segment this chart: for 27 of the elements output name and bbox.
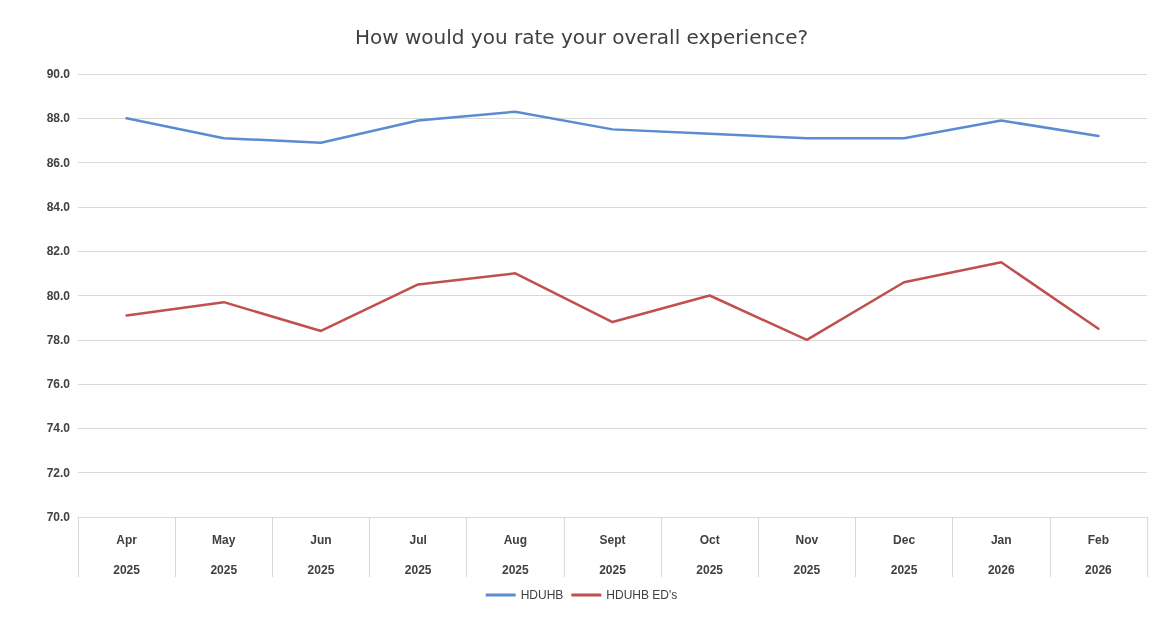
category-label: Aug 2025	[501, 533, 529, 577]
y-tick-label: 72.0	[46, 465, 71, 480]
category-label: Nov 2025	[793, 533, 821, 577]
category-label: Jan 2026	[987, 533, 1015, 577]
y-tick-label: 78.0	[46, 332, 71, 347]
category-label: Feb 2026	[1085, 533, 1112, 577]
y-tick-label: 84.0	[46, 199, 71, 214]
category-label: Sept 2025	[599, 533, 626, 577]
legend-label: HDUHB ED's	[606, 588, 678, 602]
category-label: Dec 2025	[890, 533, 918, 577]
y-tick-label: 76.0	[46, 377, 71, 392]
y-tick-label: 70.0	[46, 510, 71, 524]
legend-label: HDUHB	[520, 588, 564, 602]
y-tick-label: 80.0	[46, 288, 71, 303]
y-tick-label: 74.0	[46, 421, 71, 436]
category-label: Apr 2025	[113, 533, 140, 577]
y-tick-label: 90.0	[46, 67, 71, 81]
y-tick-label: 86.0	[46, 155, 71, 170]
category-label: Jul 2025	[404, 533, 432, 577]
chart-title: How would you rate your overall experience?	[354, 25, 809, 49]
y-tick-label: 82.0	[46, 244, 71, 259]
y-tick-label: 88.0	[46, 111, 71, 126]
category-label: Jun 2025	[307, 533, 335, 577]
category-label: Oct 2025	[696, 533, 724, 577]
line-series	[125, 110, 1100, 144]
line-series	[125, 261, 1100, 342]
category-label: May 2025	[210, 533, 238, 577]
